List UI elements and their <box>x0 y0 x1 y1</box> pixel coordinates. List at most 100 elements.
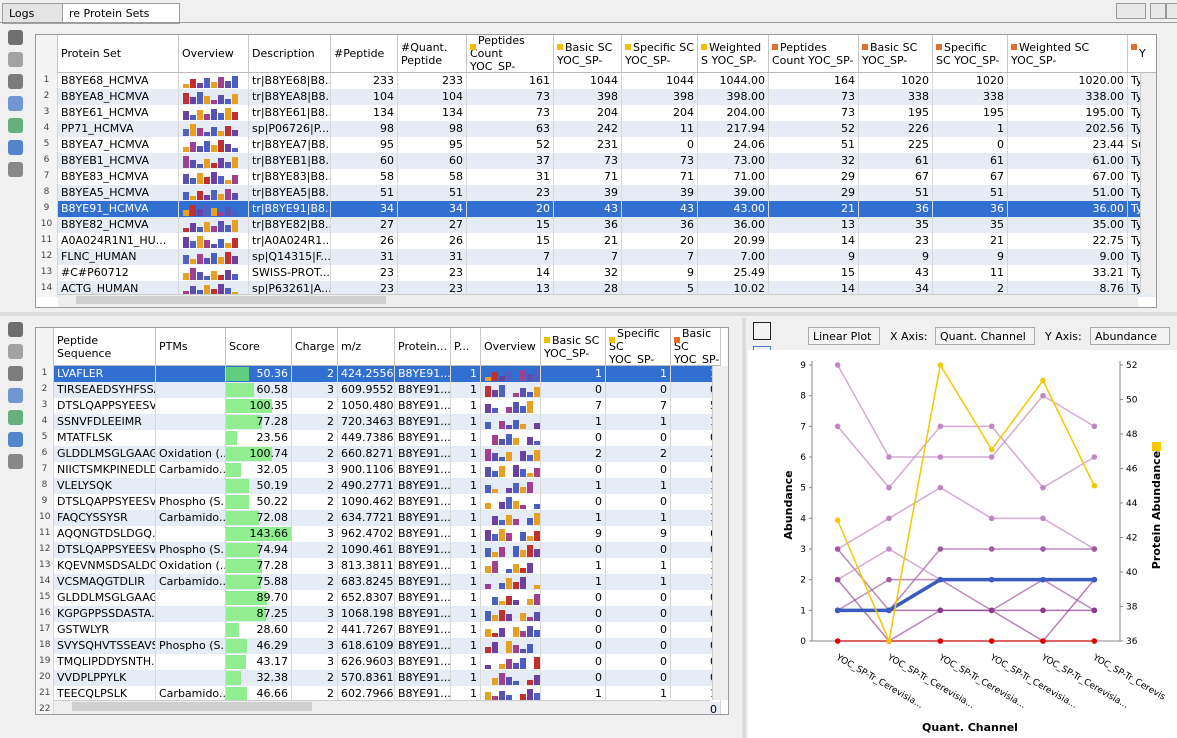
table-cell[interactable]: tr|B8YEB1|B8... <box>249 153 331 169</box>
table-cell[interactable]: 43.17 <box>226 654 292 670</box>
table-cell[interactable]: 27 <box>331 217 398 233</box>
table-cell[interactable]: 1 <box>606 510 671 526</box>
table-cell[interactable] <box>179 185 249 201</box>
table-cell[interactable]: 1 <box>451 462 481 478</box>
table-cell[interactable]: 23 <box>331 281 398 297</box>
table-cell[interactable]: B8YE83_HCMVA <box>58 169 179 185</box>
table-cell[interactable]: 104 <box>331 89 398 105</box>
table-cell[interactable]: 195 <box>933 105 1008 121</box>
table-cell[interactable] <box>179 73 249 89</box>
tool-icon[interactable] <box>8 366 23 381</box>
table-cell[interactable]: 1090.4628 <box>338 494 395 510</box>
table-cell[interactable]: 58 <box>398 169 467 185</box>
table-cell[interactable]: 1 <box>451 622 481 638</box>
table-cell[interactable]: AQQNGTDSLDGQ... <box>54 526 156 542</box>
table-cell[interactable]: 1 <box>606 414 671 430</box>
table-cell[interactable]: 1 <box>451 446 481 462</box>
table-cell[interactable]: 338 <box>933 89 1008 105</box>
table-cell[interactable]: 449.7386 <box>338 430 395 446</box>
tab-restore[interactable] <box>1166 3 1177 19</box>
table-cell[interactable]: LVAFLER <box>54 366 156 382</box>
table-cell[interactable]: B8YE91... <box>395 574 451 590</box>
table-cell[interactable]: 1 <box>451 654 481 670</box>
table-cell[interactable]: 46.66 <box>226 686 292 702</box>
table-cell[interactable]: 7 <box>622 249 698 265</box>
tool-icon[interactable] <box>8 454 23 469</box>
table-cell[interactable]: SWISS-PROT... <box>249 265 331 281</box>
tool-icon[interactable] <box>8 52 23 67</box>
table-cell[interactable]: tr|B8YE61|B8... <box>249 105 331 121</box>
table-cell[interactable]: 36 <box>622 217 698 233</box>
table-cell[interactable] <box>156 606 226 622</box>
table-cell[interactable]: 1 <box>606 686 671 702</box>
table-cell[interactable]: 441.7267 <box>338 622 395 638</box>
table-cell[interactable]: FAQCYSSYSR <box>54 510 156 526</box>
table-cell[interactable] <box>179 233 249 249</box>
tool-icon[interactable] <box>8 74 23 89</box>
table-cell[interactable] <box>481 638 541 654</box>
table-cell[interactable]: 202.56 <box>1008 121 1128 137</box>
tool-icon[interactable] <box>8 118 23 133</box>
table-cell[interactable]: 3 <box>292 462 338 478</box>
scrollbar[interactable] <box>1140 73 1156 294</box>
table-cell[interactable]: SSNVFDLEEIMR <box>54 414 156 430</box>
table-cell[interactable]: 73 <box>467 105 554 121</box>
table-cell[interactable]: B8YE91... <box>395 478 451 494</box>
table-cell[interactable]: 490.2771 <box>338 478 395 494</box>
table-cell[interactable]: 660.8271 <box>338 446 395 462</box>
table-cell[interactable]: 2 <box>541 446 606 462</box>
table-cell[interactable] <box>481 382 541 398</box>
scroll-thumb[interactable] <box>72 702 312 711</box>
table-cell[interactable]: KGPGPPSSDASTA... <box>54 606 156 622</box>
table-cell[interactable]: GSTWLYR <box>54 622 156 638</box>
table-cell[interactable]: 161 <box>467 73 554 89</box>
table-cell[interactable]: 900.1106 <box>338 462 395 478</box>
table-cell[interactable]: 95 <box>398 137 467 153</box>
table-cell[interactable]: 14 <box>769 281 859 297</box>
table-cell[interactable]: 609.9552 <box>338 382 395 398</box>
tool-icon[interactable] <box>8 140 23 155</box>
table-cell[interactable]: 1 <box>606 574 671 590</box>
tool-icon[interactable] <box>8 432 23 447</box>
table-cell[interactable] <box>179 217 249 233</box>
table-cell[interactable]: 1 <box>541 478 606 494</box>
table-cell[interactable]: 1 <box>451 526 481 542</box>
table-cell[interactable]: tr|B8YEA7|B8... <box>249 137 331 153</box>
table-cell[interactable]: 2 <box>292 446 338 462</box>
table-cell[interactable]: 35.00 <box>1008 217 1128 233</box>
table-cell[interactable]: 134 <box>398 105 467 121</box>
y-axis-select[interactable]: Abundance <box>1090 327 1170 345</box>
table-cell[interactable]: 1068.1981 <box>338 606 395 622</box>
table-cell[interactable]: MTATFLSK <box>54 430 156 446</box>
table-cell[interactable]: 2 <box>933 281 1008 297</box>
column-header[interactable]: Peptides Count YOC_SP- <box>769 35 859 73</box>
table-cell[interactable]: 2 <box>606 446 671 462</box>
table-cell[interactable]: Carbamido... <box>156 686 226 702</box>
table-cell[interactable]: 35 <box>859 217 933 233</box>
plot-type-select[interactable]: Linear Plot <box>808 327 880 345</box>
table-cell[interactable] <box>481 622 541 638</box>
table-cell[interactable]: 1 <box>541 510 606 526</box>
table-cell[interactable]: 51 <box>933 185 1008 201</box>
table-cell[interactable]: 31 <box>467 169 554 185</box>
table-cell[interactable]: B8YE91... <box>395 510 451 526</box>
table-cell[interactable]: 37 <box>467 153 554 169</box>
table-cell[interactable]: 9.00 <box>1008 249 1128 265</box>
table-cell[interactable] <box>481 542 541 558</box>
tab[interactable]: re Protein Sets <box>62 3 180 24</box>
table-cell[interactable]: 43.00 <box>698 201 769 217</box>
table-cell[interactable]: 204 <box>554 105 622 121</box>
table-cell[interactable]: 34 <box>859 281 933 297</box>
tab-scroll[interactable] <box>1116 3 1146 19</box>
table-cell[interactable]: GLDDLMSGLGAAGK <box>54 590 156 606</box>
table-cell[interactable] <box>156 654 226 670</box>
column-header[interactable]: Specific SC YOC_SP- <box>622 35 698 73</box>
table-cell[interactable]: 35 <box>933 217 1008 233</box>
table-cell[interactable]: 7 <box>467 249 554 265</box>
table-cell[interactable]: 1 <box>451 510 481 526</box>
table-cell[interactable]: tr|B8YEA5|B8... <box>249 185 331 201</box>
table-cell[interactable]: B8YE91... <box>395 558 451 574</box>
table-cell[interactable]: 3 <box>292 382 338 398</box>
table-cell[interactable] <box>481 510 541 526</box>
table-cell[interactable]: 61 <box>933 153 1008 169</box>
